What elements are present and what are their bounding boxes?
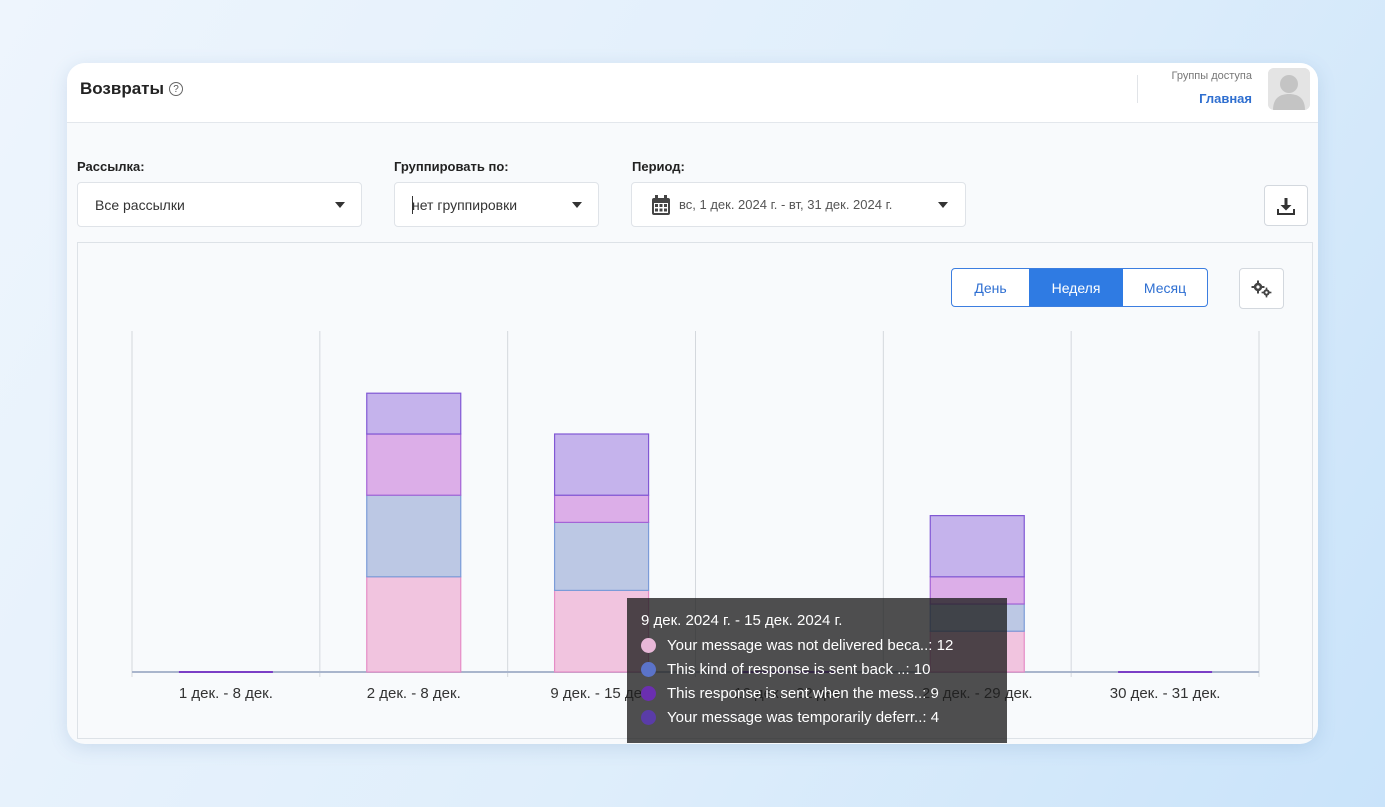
tooltip-title: 9 дек. 2024 г. - 15 дек. 2024 г. xyxy=(641,612,843,629)
group-by-label: Группировать по: xyxy=(394,159,509,174)
bar-segment xyxy=(553,433,650,496)
tooltip-row-text: This response is sent when the mess..: 9 xyxy=(667,684,939,702)
tooltip-row: This kind of response is sent back ..: 1… xyxy=(641,657,993,681)
tooltip-row-text: Your message was not delivered beca..: 1… xyxy=(667,636,954,654)
bar-segment xyxy=(366,392,462,435)
bar-segment xyxy=(366,494,462,578)
mailing-filter-label: Рассылка: xyxy=(77,159,145,174)
bar-segment xyxy=(366,433,462,496)
series-color-dot xyxy=(641,661,656,677)
chart-tooltip: 9 дек. 2024 г. - 15 дек. 2024 г. Your me… xyxy=(627,598,1007,743)
series-color-dot xyxy=(641,637,656,653)
chevron-down-icon xyxy=(938,202,948,208)
download-icon xyxy=(1277,197,1295,215)
gears-icon xyxy=(1251,280,1271,297)
period-label: Период: xyxy=(632,159,685,174)
access-group-link[interactable]: Главная xyxy=(1199,91,1252,106)
user-avatar-icon[interactable] xyxy=(1268,68,1310,110)
tooltip-row: This response is sent when the mess..: 9 xyxy=(641,681,993,705)
tooltip-row-text: This kind of response is sent back ..: 1… xyxy=(667,660,931,678)
group-by-select[interactable]: нет группировки xyxy=(394,182,599,227)
mailing-select[interactable]: Все рассылки xyxy=(77,182,362,227)
tab-day[interactable]: День xyxy=(974,279,1007,296)
period-value: вс, 1 дек. 2024 г. - вт, 31 дек. 2024 г. xyxy=(679,197,893,212)
top-bar: Возвраты ? Группы доступа Главная xyxy=(67,63,1318,123)
period-picker[interactable]: вс, 1 дек. 2024 г. - вт, 31 дек. 2024 г. xyxy=(631,182,966,227)
period-granularity-tabs: День Неделя Месяц xyxy=(951,268,1208,307)
bar-segment xyxy=(929,515,1025,578)
access-groups-caption: Группы доступа xyxy=(1171,70,1252,82)
x-tick-label: 30 дек. - 31 дек. xyxy=(1110,685,1221,702)
bar-segment xyxy=(553,521,650,591)
series-color-dot xyxy=(641,685,656,701)
page-title: Возвраты ? xyxy=(80,79,184,99)
calendar-icon xyxy=(652,195,670,215)
tooltip-row-text: Your message was temporarily deferr..: 4 xyxy=(667,708,940,726)
chart-settings-button[interactable] xyxy=(1239,268,1284,309)
x-tick-label: 1 дек. - 8 дек. xyxy=(179,685,273,702)
download-button[interactable] xyxy=(1264,185,1308,226)
chevron-down-icon xyxy=(335,202,345,208)
returns-report-card: Возвраты ? Группы доступа Главная Рассыл… xyxy=(67,63,1318,744)
tooltip-row: Your message was temporarily deferr..: 4 xyxy=(641,705,993,729)
help-icon[interactable]: ? xyxy=(169,82,184,96)
tab-month[interactable]: Месяц xyxy=(1143,279,1187,296)
x-tick-label: 2 дек. - 8 дек. xyxy=(367,685,461,702)
topbar-divider xyxy=(1137,75,1138,103)
text-cursor xyxy=(412,196,413,214)
group-by-select-value: нет группировки xyxy=(412,196,518,213)
mailing-select-value: Все рассылки xyxy=(95,196,185,213)
series-color-dot xyxy=(641,709,656,725)
tooltip-row: Your message was not delivered beca..: 1… xyxy=(641,633,993,657)
bar-segment xyxy=(366,576,462,673)
chart-panel: 1 дек. - 8 дек. 2 дек. - 8 дек. 9 дек. - 1… xyxy=(77,242,1313,743)
chevron-down-icon xyxy=(572,202,582,208)
bar-segment xyxy=(553,494,650,523)
page-title-text: Возвраты xyxy=(80,79,165,98)
tab-week[interactable]: Неделя xyxy=(1029,269,1123,306)
